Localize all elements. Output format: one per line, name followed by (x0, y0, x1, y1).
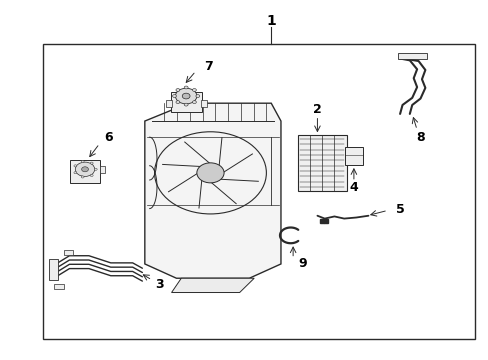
Circle shape (90, 174, 93, 176)
Text: 7: 7 (203, 60, 212, 73)
Circle shape (175, 88, 197, 104)
Circle shape (192, 89, 196, 91)
Circle shape (197, 163, 224, 183)
Bar (49, 258, 58, 280)
Text: 2: 2 (312, 103, 321, 116)
Bar (297, 135, 346, 191)
Bar (170, 93, 201, 112)
Polygon shape (144, 103, 281, 278)
Circle shape (184, 86, 188, 89)
Text: 5: 5 (395, 203, 404, 216)
Circle shape (81, 176, 84, 178)
Bar (165, 100, 171, 107)
Text: 3: 3 (155, 278, 163, 291)
Circle shape (176, 89, 180, 91)
Circle shape (172, 95, 176, 98)
Circle shape (184, 103, 188, 106)
Circle shape (74, 165, 77, 167)
Bar (345, 147, 362, 165)
Circle shape (81, 161, 84, 163)
Bar (397, 53, 426, 59)
Text: 6: 6 (104, 131, 112, 144)
Circle shape (81, 167, 88, 172)
Bar (201, 100, 206, 107)
Text: 8: 8 (416, 131, 425, 144)
Text: 9: 9 (298, 257, 306, 270)
Circle shape (75, 162, 95, 176)
Text: 1: 1 (266, 14, 276, 28)
Circle shape (196, 95, 200, 98)
Text: 4: 4 (349, 181, 358, 194)
Circle shape (176, 101, 180, 104)
Circle shape (74, 172, 77, 174)
Bar (70, 159, 100, 183)
Polygon shape (171, 278, 254, 293)
Bar (54, 284, 63, 289)
Bar (100, 166, 105, 173)
Circle shape (94, 168, 97, 170)
Bar (42, 44, 474, 339)
Circle shape (192, 101, 196, 104)
Circle shape (182, 93, 190, 99)
Circle shape (90, 162, 93, 164)
Bar (63, 249, 73, 255)
